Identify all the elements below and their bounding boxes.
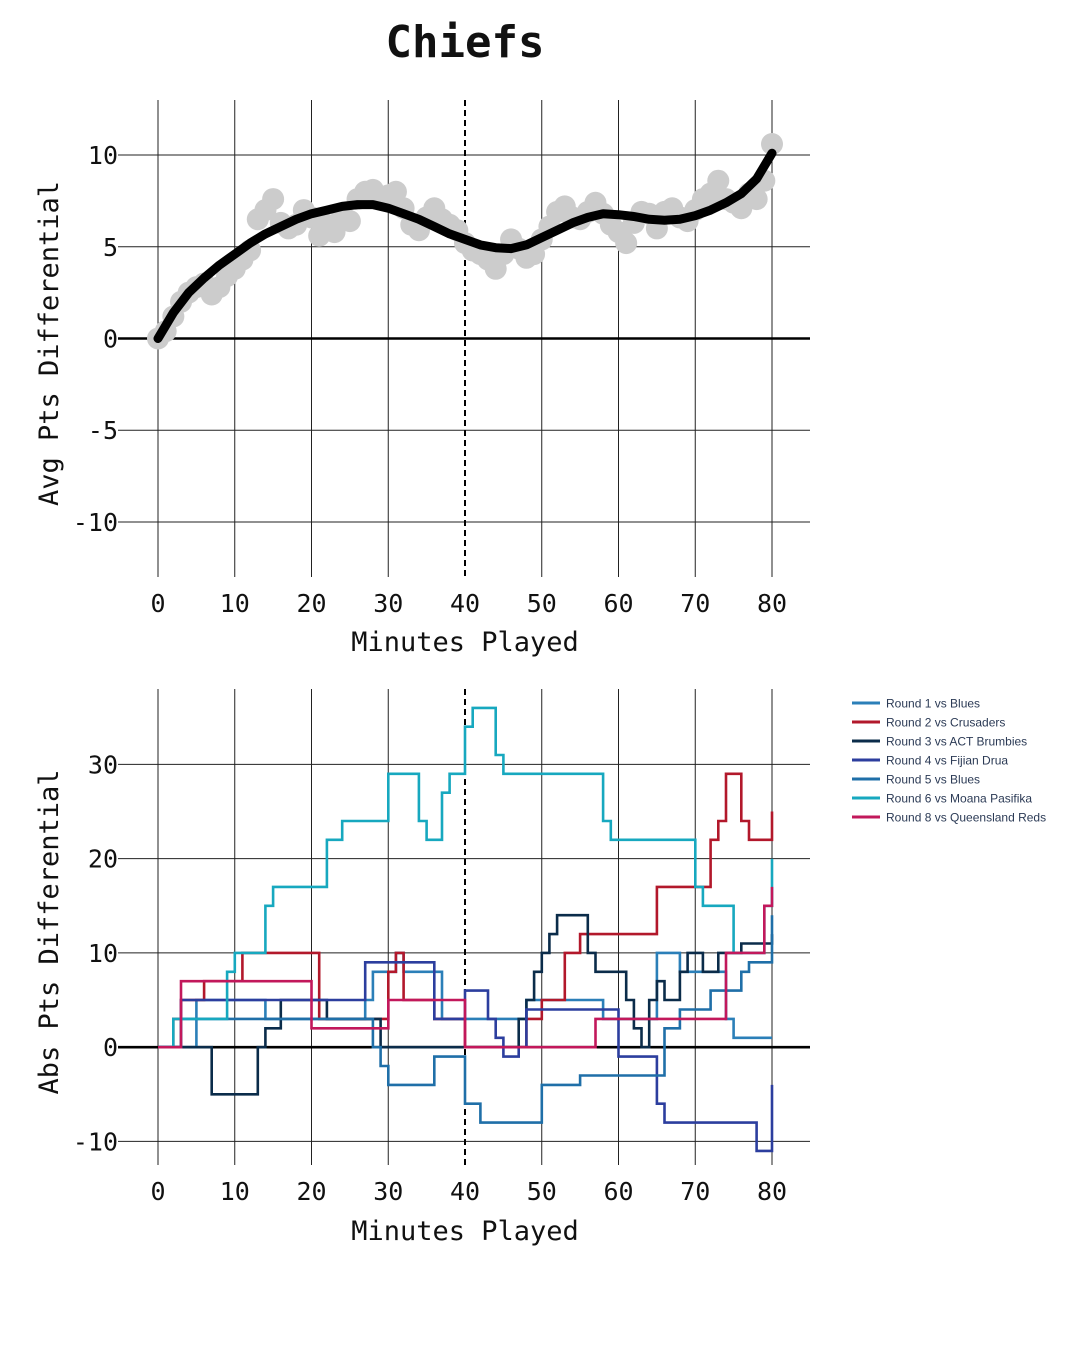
legend: Round 1 vs Blues Round 2 vs Crusaders Roun… (852, 697, 1046, 825)
series-line (158, 915, 774, 1124)
y-tick-label: -10 (73, 1127, 118, 1156)
scatter-point (615, 232, 638, 255)
y-axis-label: Abs Pts Differential (34, 769, 65, 1094)
legend-item-label: Round 6 vs Moana Pasifika (886, 792, 1032, 806)
x-axis-label: Minutes Played (351, 627, 579, 658)
x-tick-label: 30 (373, 589, 403, 618)
scatter-point (761, 133, 783, 156)
x-tick-label: 30 (373, 1177, 403, 1206)
y-axis-label: Avg Pts Differential (34, 181, 65, 506)
legend-item-label: Round 4 vs Fijian Drua (886, 754, 1008, 768)
x-tick-label: 0 (150, 1177, 165, 1206)
x-tick-label: 60 (603, 589, 633, 618)
y-tick-label: 10 (88, 141, 118, 170)
x-tick-label: 20 (296, 1177, 326, 1206)
scatter-point (384, 180, 407, 203)
legend-item-label: Round 3 vs ACT Brumbies (886, 735, 1027, 749)
x-tick-label: 50 (527, 1177, 557, 1206)
bottom-plot: 0 10 20 30 40 50 60 70 80 30 20 10 0 -10 Minutes Playe… (34, 689, 810, 1247)
x-tick-label: 40 (450, 589, 480, 618)
series-line (158, 706, 774, 1049)
x-tick-label: 40 (450, 1177, 480, 1206)
scatter-point (745, 188, 768, 211)
x-tick-label: 10 (220, 1177, 250, 1206)
legend-item-label: Round 5 vs Blues (886, 773, 980, 787)
y-tick-label: 5 (103, 233, 118, 262)
x-tick-label: 0 (150, 589, 165, 618)
x-tick-label: 70 (680, 1177, 710, 1206)
y-tick-label: 20 (88, 845, 118, 874)
x-tick-label: 20 (296, 589, 326, 618)
scatter-point (338, 210, 361, 233)
legend-item-label: Round 1 vs Blues (886, 697, 980, 711)
chart-title: Chiefs (386, 17, 545, 68)
scatter-point (707, 169, 730, 192)
x-tick-label: 50 (527, 589, 557, 618)
x-tick-label: 70 (680, 589, 710, 618)
x-tick-label: 80 (757, 1177, 787, 1206)
x-axis-label: Minutes Played (351, 1216, 579, 1247)
x-tick-label: 60 (603, 1177, 633, 1206)
y-tick-label: 10 (88, 939, 118, 968)
scatter-point (262, 188, 285, 211)
y-tick-label: -5 (88, 416, 118, 445)
trend-line (153, 148, 777, 343)
x-tick-label: 80 (757, 589, 787, 618)
x-tick-label: 10 (220, 589, 250, 618)
series-line (158, 886, 774, 1049)
y-tick-label: 0 (103, 325, 118, 354)
legend-item-label: Round 8 vs Queensland Reds (886, 811, 1046, 825)
y-tick-label: -10 (73, 508, 118, 537)
y-tick-label: 0 (103, 1033, 118, 1062)
scatter-point (323, 221, 346, 244)
legend-item-label: Round 2 vs Crusaders (886, 716, 1005, 730)
y-tick-label: 30 (88, 750, 118, 779)
